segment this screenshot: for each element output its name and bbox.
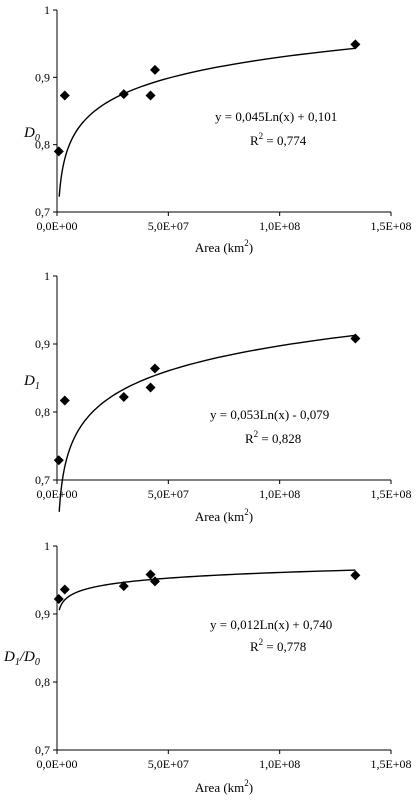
x-axis-title-text: Area (km [195, 509, 244, 524]
x-tick-label: 1,0E+08 [259, 219, 300, 233]
x-axis-title-close: ) [249, 240, 253, 255]
x-tick-label: 1,0E+08 [259, 487, 300, 501]
r-squared-sup: 2 [254, 429, 259, 439]
chart-panel-1: 0,7 0,8 0,9 1 0,0E+00 5,0E+07 1,0E+08 1,5E+08 Ar… [23, 3, 412, 255]
y-axis-title: D1/D0 [3, 649, 40, 668]
x-axis-title-close: ) [249, 509, 253, 524]
y-tick-label: 0,8 [35, 138, 50, 152]
y-axis-title-sub: 0 [35, 133, 40, 144]
x-axis-title-sup: 2 [244, 238, 249, 248]
x-tick-label: 1,0E+08 [259, 757, 300, 771]
trendline [58, 569, 356, 611]
r-squared-label: R [250, 133, 259, 148]
data-point [118, 89, 129, 100]
y-axis-title: D0 [23, 125, 40, 144]
r-squared: R2 = 0,828 [245, 429, 301, 446]
data-point [145, 90, 156, 101]
r-squared: R2 = 0,774 [250, 131, 307, 148]
y-axis-title-slash: /D [19, 649, 35, 665]
y-tick-label: 0,9 [35, 70, 50, 84]
x-tick-label: 1,5E+08 [370, 219, 411, 233]
x-axis-title: Area (km2) [195, 778, 253, 795]
trend-equation: y = 0,012Ln(x) + 0,740 [210, 617, 332, 632]
x-tick-label: 0,0E+00 [36, 757, 77, 771]
data-point [53, 594, 64, 605]
y-tick-label: 0,7 [35, 743, 50, 757]
y-axis-title-sub: 1 [35, 381, 40, 392]
y-tick-label: 0,8 [35, 405, 50, 419]
y-tick-label: 0,8 [35, 675, 50, 689]
x-tick-label: 5,0E+07 [148, 219, 189, 233]
data-point [59, 90, 70, 101]
data-point [53, 455, 64, 466]
x-axis-title-text: Area (km [195, 780, 244, 795]
x-tick-label: 0,0E+00 [36, 219, 77, 233]
y-tick-label: 0,9 [35, 607, 50, 621]
y-tick-label: 1 [44, 269, 50, 283]
data-point [350, 570, 361, 581]
data-point [118, 581, 129, 592]
y-axis-title-main: D [23, 125, 35, 141]
r-squared-value: = 0,828 [258, 431, 301, 446]
chart-panel-2: 0,7 0,8 0,9 1 0,0E+00 5,0E+07 1,0E+08 1,5E+08 Ar… [23, 269, 412, 524]
y-tick-label: 0,9 [35, 337, 50, 351]
x-axis-title: Area (km2) [195, 507, 253, 524]
x-axis-title-text: Area (km [195, 240, 244, 255]
data-point [149, 64, 160, 75]
x-tick-label: 5,0E+07 [148, 757, 189, 771]
data-point [53, 146, 64, 157]
trendline [58, 334, 356, 512]
y-axis-title-main: D [23, 373, 35, 389]
data-point [145, 382, 156, 393]
trend-equation: y = 0,045Ln(x) + 0,101 [215, 109, 337, 124]
data-point [145, 569, 156, 580]
x-tick-label: 1,5E+08 [370, 757, 411, 771]
r-squared-sup: 2 [259, 637, 264, 647]
y-axis-title-sub: 1 [15, 657, 20, 668]
r-squared-sup: 2 [259, 131, 264, 141]
x-axis-title-sup: 2 [244, 507, 249, 517]
data-point [350, 333, 361, 344]
trendline [58, 47, 356, 197]
y-axis-title-main: D [3, 649, 15, 665]
data-point [118, 392, 129, 403]
x-tick-label: 1,5E+08 [370, 487, 411, 501]
data-point [350, 39, 361, 50]
y-axis-title-sub2: 0 [35, 657, 40, 668]
data-point [59, 584, 70, 595]
x-axis-title-sup: 2 [244, 778, 249, 788]
y-tick-label: 1 [44, 3, 50, 17]
r-squared-label: R [245, 431, 254, 446]
y-tick-label: 1 [44, 539, 50, 553]
data-point [59, 395, 70, 406]
y-axis-title: D1 [23, 373, 40, 392]
data-point [149, 576, 160, 587]
r-squared: R2 = 0,778 [250, 637, 306, 654]
data-point [149, 363, 160, 374]
r-squared-label: R [250, 639, 259, 654]
y-tick-label: 0,7 [35, 205, 50, 219]
x-axis-title: Area (km2) [195, 238, 253, 255]
x-tick-label: 0,0E+00 [36, 487, 77, 501]
trend-equation: y = 0,053Ln(x) - 0,079 [210, 407, 329, 422]
x-tick-label: 5,0E+07 [148, 487, 189, 501]
chart-panel-3: 0,7 0,8 0,9 1 0,0E+00 5,0E+07 1,0E+08 1,5E+08 Ar… [3, 539, 412, 795]
y-tick-label: 0,7 [35, 473, 50, 487]
r-squared-value: = 0,774 [263, 133, 307, 148]
r-squared-value: = 0,778 [263, 639, 306, 654]
x-axis-title-close: ) [249, 780, 253, 795]
